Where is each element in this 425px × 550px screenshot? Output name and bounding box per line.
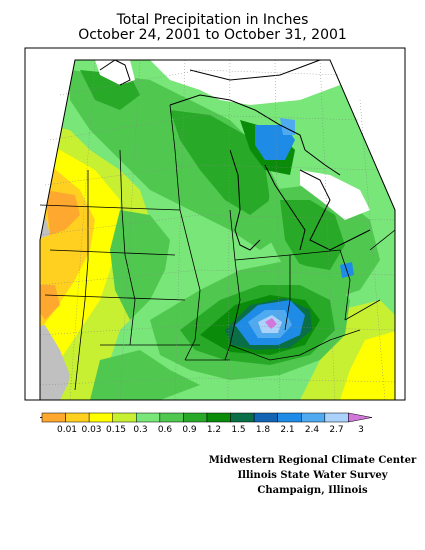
legend-label: 0.6 <box>157 425 173 435</box>
legend-swatch <box>159 412 184 423</box>
credit-location: Champaign, Illinois <box>257 485 368 496</box>
legend-label: 3 <box>358 425 364 435</box>
legend-swatch <box>112 412 137 423</box>
legend-max-arrow <box>348 412 373 423</box>
legend-swatch <box>253 412 278 423</box>
legend-swatch <box>183 412 208 423</box>
legend-label: 0.15 <box>105 425 127 435</box>
legend-label: 0.03 <box>81 425 102 435</box>
coastlines <box>99 59 371 251</box>
legend-label: 0.9 <box>182 425 197 435</box>
legend-label: 2.4 <box>304 425 320 435</box>
lake-superior-area <box>150 60 340 105</box>
legend-label: 1.5 <box>231 425 246 435</box>
legend-label: 2.7 <box>329 425 344 435</box>
legend-swatch <box>65 412 90 423</box>
legend-swatch <box>301 412 326 423</box>
legend-swatch <box>230 412 255 423</box>
credit-survey: Illinois State Water Survey <box>237 470 388 481</box>
legend-swatch <box>136 412 161 423</box>
legend-swatch <box>41 412 66 423</box>
legend-swatch <box>206 412 231 423</box>
legend-swatch <box>324 412 349 423</box>
graticule <box>39 59 396 401</box>
map-date-range: October 24, 2001 to October 31, 2001 <box>78 27 347 43</box>
legend-label: 2.1 <box>280 425 295 435</box>
credit-organization: Midwestern Regional Climate Center <box>208 455 417 466</box>
legend-label: 0.3 <box>133 425 148 435</box>
legend-swatch <box>277 412 302 423</box>
map-title: Total Precipitation in Inches <box>116 12 309 28</box>
state-borders <box>39 104 396 391</box>
legend-label: 1.2 <box>206 425 222 435</box>
legend-label: 1.8 <box>255 425 271 435</box>
legend-colorbar <box>39 412 373 423</box>
ontario-area <box>300 170 370 220</box>
legend-swatch <box>88 412 113 423</box>
legend-label: 0.01 <box>56 425 78 435</box>
map-border <box>24 47 406 401</box>
